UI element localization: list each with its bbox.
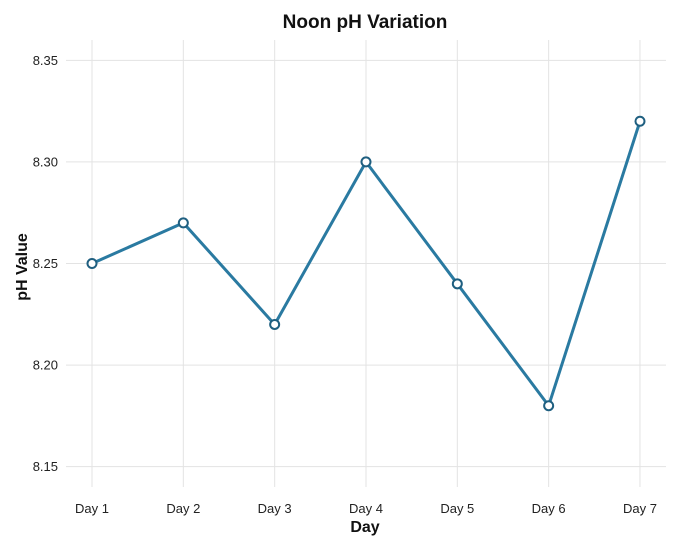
y-axis-ticks: 8.15 8.20 8.25 8.30 8.35 (33, 53, 58, 474)
series-layer (86, 115, 646, 412)
y-tick-label: 8.25 (33, 256, 58, 271)
data-point (269, 318, 281, 330)
x-tick-label: Day 2 (166, 501, 200, 516)
data-point (360, 156, 372, 168)
x-tick-label: Day 6 (532, 501, 566, 516)
grid (66, 40, 666, 487)
x-axis-ticks: Day 1 Day 2 Day 3 Day 4 Day 5 Day 6 Day 7 (75, 501, 657, 516)
y-tick-label: 8.35 (33, 53, 58, 68)
x-tick-label: Day 3 (258, 501, 292, 516)
y-tick-label: 8.15 (33, 459, 58, 474)
y-tick-label: 8.30 (33, 154, 58, 169)
data-point (86, 258, 98, 269)
y-tick-label: 8.20 (33, 358, 58, 373)
data-point (451, 278, 463, 290)
x-tick-label: Day 4 (349, 501, 383, 516)
x-tick-label: Day 1 (75, 501, 109, 516)
x-axis-title: Day (350, 519, 379, 536)
data-point (177, 217, 189, 229)
chart-title: Noon pH Variation (283, 12, 448, 33)
data-point (634, 115, 646, 127)
y-axis-title: pH Value (14, 233, 31, 301)
x-tick-label: Day 5 (440, 501, 474, 516)
x-tick-label: Day 7 (623, 501, 657, 516)
data-point (543, 400, 555, 412)
